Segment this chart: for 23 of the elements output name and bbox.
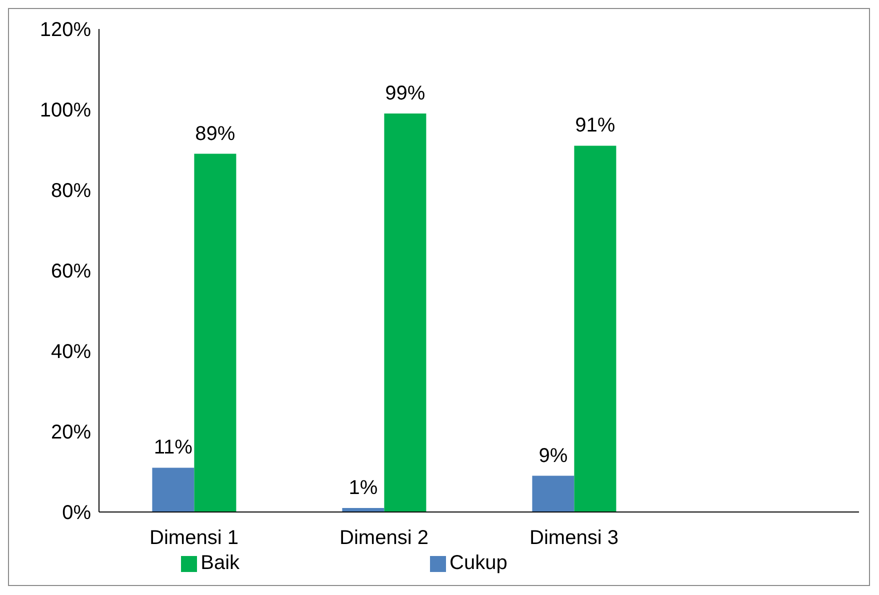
y-tick-label: 40% (50, 341, 92, 364)
bar (194, 154, 236, 512)
data-label: 9% (538, 444, 568, 467)
y-tick-label: 20% (50, 422, 92, 444)
bar (532, 476, 574, 512)
x-tick-label: Dimensi 2 (340, 527, 428, 550)
data-label: 91% (575, 114, 616, 137)
y-tick-label: 80% (50, 180, 92, 202)
legend-label: Baik (200, 552, 240, 574)
legend-label: Cukup (450, 552, 508, 574)
data-label: 99% (385, 82, 426, 105)
data-label: 89% (195, 122, 236, 145)
y-tick-label: 100% (40, 100, 92, 122)
bar (574, 146, 616, 512)
y-tick-label: 120% (40, 19, 92, 42)
x-tick-label: Dimensi 3 (530, 527, 618, 550)
bar (152, 468, 194, 512)
x-tick-label: Dimensi 1 (150, 527, 238, 550)
y-tick-label: 60% (50, 260, 92, 283)
data-label: 1% (348, 476, 378, 499)
bar (384, 114, 426, 512)
y-tick-label: 0% (62, 502, 92, 524)
data-label: 11% (154, 436, 193, 459)
